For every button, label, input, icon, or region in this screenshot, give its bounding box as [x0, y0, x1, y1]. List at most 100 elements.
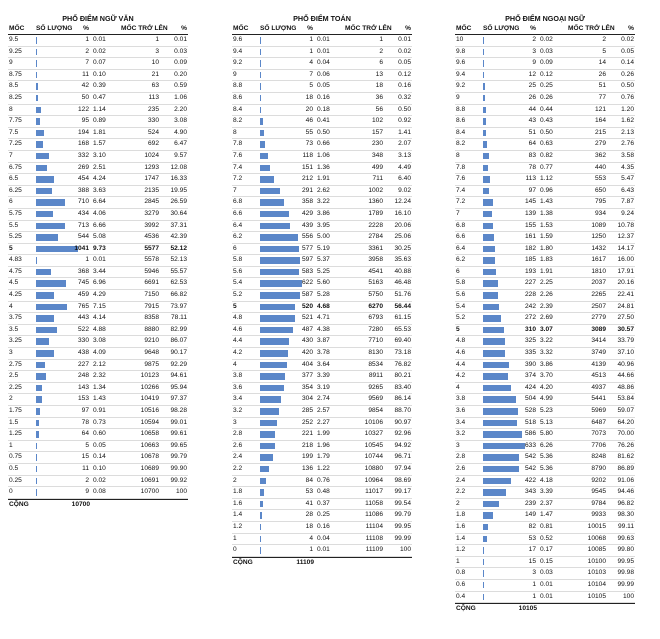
count-value: 3 [532, 569, 536, 577]
cell-so-luong: 248 [35, 371, 90, 382]
count-value: 272 [524, 314, 536, 322]
table-row: 1.75 97 0.91 10516 98.28 [8, 406, 188, 418]
count-value: 252 [301, 418, 313, 426]
cell-pct: 0.73 [93, 418, 106, 426]
cell-pct: 2.69 [540, 314, 553, 322]
cell-moc: 8.8 [233, 82, 243, 90]
cell-so-luong: 227 [482, 278, 537, 289]
table-row: 3.4 304 2.74 9569 86.14 [232, 394, 412, 406]
count-value: 438 [77, 349, 89, 357]
cell-pct: 0.14 [93, 453, 106, 461]
cell-moc-tro-len: 6270 [368, 302, 383, 310]
table-row: 6.4 182 1.80 1432 14.17 [455, 244, 635, 256]
cell-cum-pct: 5.47 [621, 175, 634, 183]
count-bar [260, 176, 274, 183]
cell-moc: 6.25 [9, 186, 22, 194]
cell-so-luong: 429 [259, 209, 314, 220]
cell-pct: 4.38 [317, 325, 330, 333]
cell-cum-pct: 12.24 [394, 198, 411, 206]
count-bar [36, 60, 37, 67]
cell-cum-pct: 27.50 [617, 314, 634, 322]
cell-pct: 3.08 [93, 337, 106, 345]
count-bar [260, 384, 284, 392]
count-bar [36, 315, 54, 322]
cell-cum-pct: 22.41 [617, 291, 634, 299]
cell-pct: 1.79 [317, 453, 330, 461]
cell-pct: 0.60 [93, 430, 106, 438]
count-value: 1 [85, 36, 89, 43]
count-value: 145 [524, 198, 536, 206]
cell-cum-pct: 99.11 [617, 522, 634, 530]
table-row: 0 1 0.01 11109 100 [232, 545, 412, 557]
count-bar [260, 454, 273, 461]
cell-so-luong: 443 [35, 313, 90, 324]
count-value: 434 [77, 209, 89, 217]
count-value: 2 [85, 476, 89, 484]
cell-so-luong: 487 [259, 325, 314, 336]
table-row: 6.2 185 1.83 1617 16.00 [455, 255, 635, 267]
cell-moc: 2.5 [9, 372, 19, 380]
count-value: 1 [309, 47, 313, 55]
cell-pct: 0.96 [540, 186, 553, 194]
cell-pct: 4.99 [540, 395, 553, 403]
cell-so-luong: 136 [259, 464, 314, 475]
cell-pct: 2.25 [540, 279, 553, 287]
count-bar [483, 268, 496, 276]
cell-pct: 1.83 [540, 256, 553, 264]
cell-moc-tro-len: 5750 [368, 291, 383, 299]
cell-so-luong: 44 [482, 105, 537, 116]
cell-moc-tro-len: 3958 [368, 256, 383, 264]
count-bar [36, 442, 37, 450]
cell-moc: 3 [9, 349, 13, 357]
table-row: 1.8 53 0.48 11017 99.17 [232, 487, 412, 499]
count-bar [260, 164, 270, 172]
table-row: 7.75 95 0.89 330 3.08 [8, 116, 188, 128]
cell-so-luong: 212 [259, 174, 314, 185]
cell-pct: 2.27 [317, 418, 330, 426]
total-value: 10105 [518, 605, 537, 613]
cell-cum-pct: 2.20 [174, 105, 187, 113]
cell-cum-pct: 98.69 [394, 476, 411, 484]
cell-moc-tro-len: 157 [371, 128, 383, 136]
cell-cum-pct: 82.99 [170, 325, 187, 333]
cell-moc-tro-len: 4536 [144, 233, 159, 241]
cell-moc-tro-len: 51 [598, 82, 606, 90]
count-bar [36, 164, 47, 172]
cell-moc-tro-len: 11108 [365, 534, 383, 542]
cell-pct: 3.44 [93, 267, 106, 275]
cell-cum-pct: 99.17 [394, 488, 411, 496]
cell-so-luong: 78 [35, 418, 90, 429]
cell-cum-pct: 42.39 [170, 233, 187, 241]
cell-pct: 1.43 [93, 395, 106, 403]
cell-moc-tro-len: 1810 [591, 267, 606, 275]
cell-cum-pct: 99.01 [170, 418, 187, 426]
cell-moc: 7.6 [233, 151, 243, 159]
cell-moc-tro-len: 14 [598, 59, 606, 67]
cell-pct: 5.60 [317, 279, 330, 287]
cell-so-luong: 28 [259, 510, 314, 521]
count-bar [483, 512, 493, 519]
cell-moc-tro-len: 6487 [591, 418, 606, 426]
cell-cum-pct: 81.62 [617, 453, 634, 461]
cell-moc: 2.6 [456, 464, 466, 472]
cell-moc: 0 [233, 546, 237, 554]
count-bar [483, 60, 484, 67]
cell-so-luong: 335 [482, 348, 537, 359]
count-value: 83 [528, 151, 536, 159]
cell-pct: 0.47 [93, 93, 106, 101]
count-value: 583 [301, 267, 313, 275]
cell-pct: 0.01 [540, 592, 553, 600]
cell-pct: 2.26 [540, 291, 553, 299]
cell-cum-pct: 99.54 [394, 499, 411, 507]
count-value: 46 [305, 117, 313, 125]
cell-cum-pct: 80.21 [394, 372, 411, 380]
cell-so-luong: 50 [35, 93, 90, 104]
count-value: 151 [301, 163, 313, 171]
cell-moc-tro-len: 279 [594, 140, 606, 148]
count-value: 528 [524, 407, 536, 414]
table-row: 2 239 2.37 9784 96.82 [455, 499, 635, 511]
cell-moc: 6.6 [233, 209, 243, 217]
count-bar [260, 315, 295, 322]
count-value: 454 [77, 175, 89, 183]
table-header: MỐC SỐ LƯỢNG% MỐC TRỞ LÊN % [455, 24, 635, 35]
